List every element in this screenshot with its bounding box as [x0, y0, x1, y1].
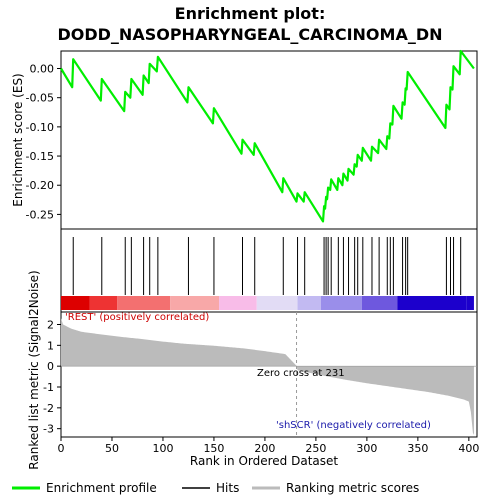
legend-hits-label: Hits: [216, 481, 239, 495]
metric-tick-label: -1: [43, 381, 54, 394]
rank-color-band-segment: [361, 296, 398, 310]
legend-enrichment-label: Enrichment profile: [46, 481, 157, 495]
es-tick-label: 0.00: [30, 63, 55, 76]
metric-tick-label: 1: [47, 339, 54, 352]
es-panel: [60, 50, 478, 230]
es-axis-label: Enrichment score (ES): [11, 73, 25, 206]
x-tick-label: 350: [407, 442, 428, 455]
rank-color-band-segment: [61, 296, 90, 310]
rank-color-band-segment: [321, 296, 362, 310]
x-tick-label: 250: [305, 442, 326, 455]
x-tick-label: 150: [203, 442, 224, 455]
x-axis-label: Rank in Ordered Dataset: [190, 454, 338, 468]
metric-tick-label: 2: [47, 319, 54, 332]
x-tick-label: 50: [105, 442, 119, 455]
x-tick-label: 400: [458, 442, 479, 455]
negative-correlation-label: 'shSCR' (negatively correlated): [276, 420, 431, 431]
ranking-metric-area: [61, 318, 474, 435]
positive-correlation-label: 'REST' (positively correlated): [65, 312, 209, 323]
enrichment-profile-line: [60, 49, 475, 223]
metric-tick-label: -3: [43, 423, 54, 436]
legend: Enrichment profile Hits Ranking metric s…: [12, 481, 419, 495]
rank-color-band-segment: [297, 296, 321, 310]
rank-color-band-segment: [397, 296, 467, 310]
rank-color-band-segment: [117, 296, 171, 310]
metric-tick-label: -2: [43, 402, 54, 415]
x-tick-label: 200: [254, 442, 275, 455]
es-tick-label: -0.10: [26, 121, 54, 134]
x-tick-label: 300: [356, 442, 377, 455]
es-tick-label: -0.15: [26, 150, 54, 163]
x-tick-label: 0: [58, 442, 65, 455]
rank-color-band-segment: [219, 296, 257, 310]
metric-tick-label: 0: [47, 360, 54, 373]
metric-axis-label: Ranked list metric (Signal2Noise): [27, 270, 41, 469]
legend-metric-label: Ranking metric scores: [286, 481, 419, 495]
x-tick-label: 100: [152, 442, 173, 455]
es-tick-label: -0.20: [26, 179, 54, 192]
rank-color-band-segment: [89, 296, 118, 310]
chart-title-line2: DODD_NASOPHARYNGEAL_CARCINOMA_DN: [57, 25, 442, 44]
rank-color-band-segment: [170, 296, 220, 310]
es-tick-label: -0.25: [26, 208, 54, 221]
es-tick-label: -0.05: [26, 92, 54, 105]
rank-color-band-segment: [256, 296, 298, 310]
zero-cross-label: Zero cross at 231: [257, 368, 345, 379]
rank-color-band-segment: [466, 296, 474, 310]
chart-title-line1: Enrichment plot:: [175, 4, 326, 23]
